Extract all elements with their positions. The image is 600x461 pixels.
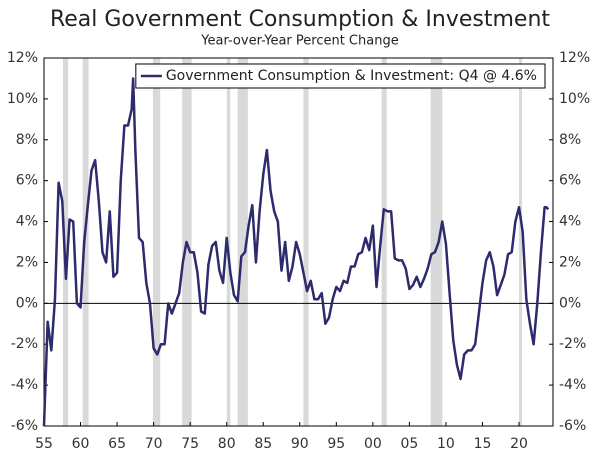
y-tick-label: 4%	[16, 214, 38, 230]
y2-tick-label: 6%	[559, 173, 581, 189]
y-tick-label: 10%	[7, 91, 38, 107]
y2-tick-label: 0%	[559, 295, 581, 311]
shaded-period	[63, 58, 69, 426]
shaded-period	[303, 58, 309, 426]
x-tick-label: 60	[72, 436, 90, 452]
x-tick-label: 10	[437, 436, 455, 452]
x-tick-label: 95	[327, 436, 345, 452]
y2-tick-label: 4%	[559, 214, 581, 230]
y-tick-label: 8%	[16, 132, 38, 148]
shaded-period	[152, 58, 161, 426]
y-tick-label: -2%	[11, 336, 38, 352]
x-tick-label: 85	[254, 436, 272, 452]
x-tick-label: 55	[35, 436, 53, 452]
plot-frame	[43, 57, 554, 427]
shaded-period	[381, 58, 387, 426]
legend-label: Government Consumption & Investment: Q4 …	[166, 68, 537, 84]
x-tick-label: 65	[108, 436, 126, 452]
y2-tick-label: 10%	[559, 91, 590, 107]
y-tick-label: 6%	[16, 173, 38, 189]
y2-tick-label: -6%	[559, 418, 586, 434]
x-tick-label: 15	[474, 436, 492, 452]
x-tick-label: 70	[145, 436, 163, 452]
y-tick-label: 2%	[16, 254, 38, 270]
y2-tick-label: 8%	[559, 132, 581, 148]
chart-title: Real Government Consumption & Investment	[50, 7, 550, 32]
y2-tick-label: -2%	[559, 336, 586, 352]
legend: Government Consumption & Investment: Q4 …	[135, 63, 546, 89]
y-tick-label: 12%	[7, 50, 38, 66]
shaded-period	[430, 58, 443, 426]
y-tick-label: 0%	[16, 295, 38, 311]
data-line	[42, 77, 550, 427]
chart-subtitle: Year-over-Year Percent Change	[200, 34, 398, 49]
y2-tick-label: 12%	[559, 50, 590, 66]
y2-tick-label: 2%	[559, 254, 581, 270]
shaded-period	[226, 58, 231, 426]
x-tick-label: 00	[364, 436, 382, 452]
shaded-period	[519, 58, 522, 426]
x-tick-label: 05	[400, 436, 418, 452]
x-tick-label: 90	[291, 436, 309, 452]
legend-box	[135, 63, 546, 89]
x-tick-label: 75	[181, 436, 199, 452]
y-tick-label: -6%	[11, 418, 38, 434]
y-tick-label: -4%	[11, 377, 38, 393]
y2-tick-label: -4%	[559, 377, 586, 393]
x-tick-label: 80	[218, 436, 236, 452]
shaded-period	[237, 58, 248, 426]
x-tick-label: 20	[510, 436, 528, 452]
shaded-period	[82, 58, 89, 426]
